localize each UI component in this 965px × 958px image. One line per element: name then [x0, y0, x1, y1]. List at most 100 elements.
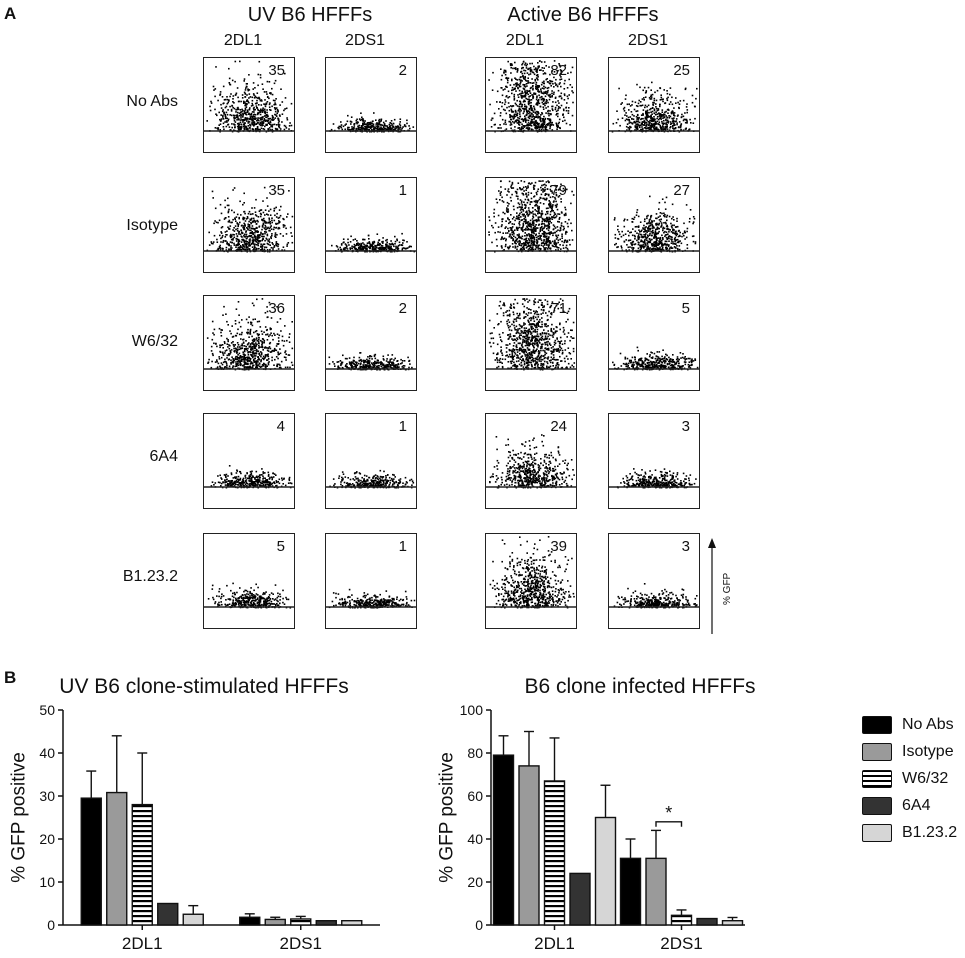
legend-swatch	[862, 770, 892, 788]
legend-label: W6/32	[902, 770, 949, 787]
bar	[543, 780, 566, 926]
facs-plot: 25	[608, 57, 700, 153]
bar	[290, 918, 312, 926]
gfp-percent-value: 39	[550, 538, 567, 555]
gfp-percent-value: 5	[681, 300, 690, 317]
facs-plot: 35	[203, 57, 295, 153]
gfp-percent-value: 82	[550, 62, 567, 79]
facs-plot: 3	[608, 413, 700, 509]
bar	[721, 920, 744, 926]
facs-plot: 71	[485, 295, 577, 391]
group-title-active: Active B6 HFFFs	[507, 4, 659, 26]
bar	[264, 918, 286, 926]
facs-plot: 3	[608, 533, 700, 629]
y-tick-label: 100	[460, 702, 484, 718]
facs-plot: 1	[325, 413, 417, 509]
significance-bracket	[655, 821, 683, 827]
facs-plot: 39	[485, 533, 577, 629]
facs-plot: 5	[203, 533, 295, 629]
chart-legend: No Abs Isotype W6/32 6A4 B1.23.2	[862, 716, 962, 856]
dot-cloud	[326, 352, 416, 371]
gfp-percent-value: 35	[268, 182, 285, 199]
gfp-percent-value: 2	[398, 300, 407, 317]
bar	[341, 920, 363, 926]
x-tick-label: 2DS1	[279, 934, 322, 953]
bar	[106, 791, 128, 926]
y-tick-label: 80	[467, 745, 483, 761]
bar-charts: UV B6 clone-stimulated HFFFs % GFP positi…	[9, 675, 756, 953]
dot-cloud	[204, 60, 294, 133]
row-label-b1232: B1.23.2	[122, 568, 178, 585]
legend-label: B1.23.2	[902, 824, 958, 841]
legend-label: 6A4	[902, 797, 931, 814]
facs-plot: 1	[325, 177, 417, 273]
arrow-up-icon	[708, 538, 716, 634]
chart-title: UV B6 clone-stimulated HFFFs	[59, 675, 348, 698]
gfp-axis-arrow	[705, 538, 719, 636]
row-label-no-abs: No Abs	[126, 93, 178, 110]
panel-a-letter: A	[4, 4, 17, 23]
facs-plot: 1	[325, 533, 417, 629]
bar	[157, 902, 179, 926]
col-label-active-2dl1: 2DL1	[505, 32, 545, 49]
gfp-percent-value: 1	[398, 182, 407, 199]
dot-cloud	[326, 232, 416, 253]
legend-label: Isotype	[902, 743, 954, 760]
dot-cloud	[326, 588, 416, 609]
y-tick-label: 40	[467, 831, 483, 847]
bar	[80, 797, 102, 926]
chart-title: B6 clone infected HFFFs	[524, 675, 755, 698]
gfp-percent-value: 3	[681, 538, 690, 555]
y-tick-label: 60	[467, 788, 483, 804]
y-tick-label: 0	[47, 917, 55, 933]
dot-cloud	[609, 583, 699, 609]
y-tick-label: 20	[467, 874, 483, 890]
legend-swatch	[862, 797, 892, 815]
row-label-isotype: Isotype	[126, 217, 178, 234]
y-tick-label: 20	[39, 831, 55, 847]
y-axis-label: % GFP positive	[437, 752, 458, 883]
dot-cloud	[609, 81, 699, 133]
x-tick-label: 2DL1	[122, 934, 163, 953]
facs-plot: 35	[203, 177, 295, 273]
facs-plot: 2	[325, 57, 417, 153]
facs-plot: 2	[325, 295, 417, 391]
legend-swatch	[862, 824, 892, 842]
gfp-percent-value: 1	[398, 418, 407, 435]
bar	[315, 920, 337, 926]
col-label-uv-2ds1: 2DS1	[344, 32, 386, 49]
y-tick-label: 50	[39, 702, 55, 718]
bar	[182, 913, 204, 926]
dot-cloud	[609, 468, 699, 489]
legend-swatch	[862, 716, 892, 734]
bar	[569, 872, 591, 926]
gfp-percent-value: 2	[398, 62, 407, 79]
bar	[131, 803, 153, 926]
gfp-percent-value: 36	[268, 300, 285, 317]
dot-cloud	[326, 112, 416, 133]
facs-plot: 5	[608, 295, 700, 391]
facs-plot: 27	[608, 177, 700, 273]
gfp-percent-value: 35	[268, 62, 285, 79]
y-axis-label: % GFP positive	[9, 752, 30, 883]
dot-cloud	[609, 195, 699, 253]
gfp-axis-label: % GFP	[722, 572, 733, 605]
bar	[492, 754, 515, 926]
dot-cloud	[326, 469, 416, 489]
dot-cloud	[609, 346, 699, 371]
gfp-percent-value: 79	[550, 182, 567, 199]
dot-cloud	[204, 582, 294, 609]
y-tick-label: 40	[39, 745, 55, 761]
significance-marker: *	[665, 803, 672, 823]
bar	[619, 857, 642, 926]
row-label-w632: W6/32	[131, 333, 178, 350]
dot-cloud	[486, 298, 576, 371]
dot-cloud	[204, 186, 294, 253]
group-title-uv: UV B6 HFFFs	[247, 4, 373, 26]
facs-plot: 82	[485, 57, 577, 153]
legend-label: No Abs	[902, 716, 954, 733]
dot-cloud	[486, 60, 576, 133]
dot-cloud	[204, 298, 294, 371]
x-tick-label: 2DS1	[660, 934, 703, 953]
y-tick-label: 30	[39, 788, 55, 804]
